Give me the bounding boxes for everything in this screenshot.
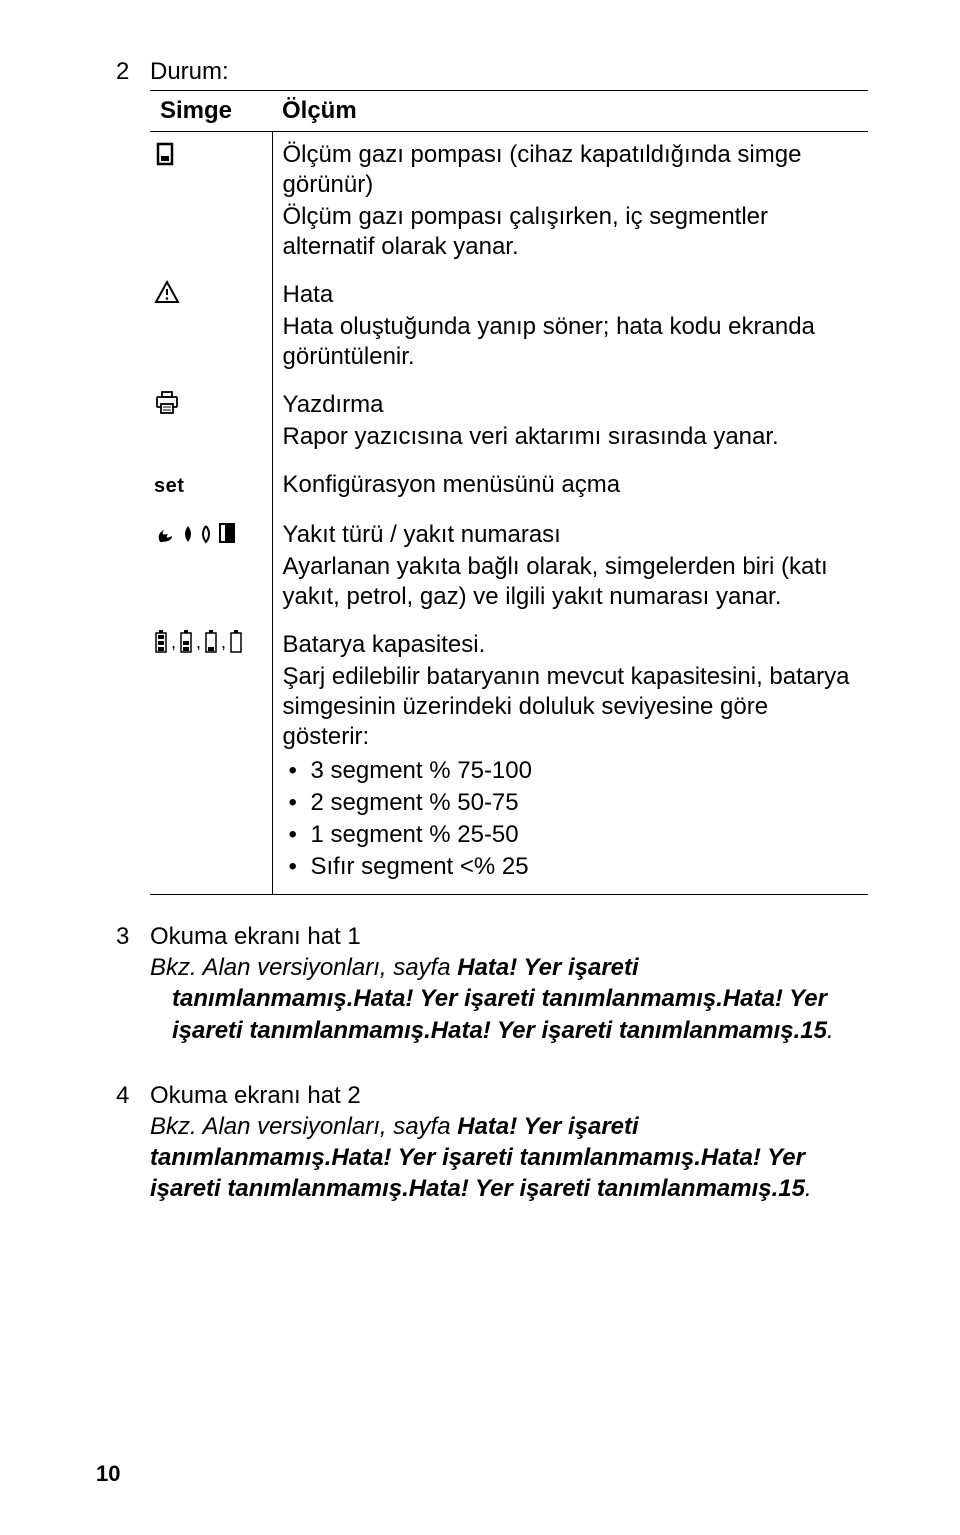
list-item: 2 segment % 50-75 — [283, 788, 859, 818]
battery-description: Batarya kapasitesi. Şarj edilebilir bata… — [272, 622, 868, 895]
error-description: Hata Hata oluştuğunda yanıp söner; hata … — [272, 272, 868, 382]
battery-title: Batarya kapasitesi. — [283, 630, 859, 660]
table-row: Yazdırma Rapor yazıcısına veri aktarımı … — [150, 382, 868, 462]
error-title: Hata — [283, 280, 859, 310]
print-title: Yazdırma — [283, 390, 859, 420]
print-description: Yazdırma Rapor yazıcısına veri aktarımı … — [272, 382, 868, 462]
list-item: Sıfır segment <% 25 — [283, 852, 859, 882]
set-icon: set — [150, 462, 272, 512]
section-number: 4 — [116, 1080, 150, 1111]
pump-title: Ölçüm gazı pompası (cihaz kapatıldığında… — [283, 140, 859, 200]
table-row: , , , Batarya kapasitesi. Şarj edilebili… — [150, 622, 868, 895]
list-item: 1 segment % 25-50 — [283, 820, 859, 850]
col-header-olcum: Ölçüm — [272, 91, 868, 132]
print-sub: Rapor yazıcısına veri aktarımı sırasında… — [283, 422, 859, 452]
table-header-row: Simge Ölçüm — [150, 91, 868, 132]
page-number: 10 — [96, 1461, 120, 1487]
section-header: 2 Durum: — [116, 58, 868, 86]
section-4-block: 4 Okuma ekranı hat 2 Bkz. Alan versiyonl… — [116, 1080, 868, 1205]
error-sub: Hata oluştuğunda yanıp söner; hata kodu … — [283, 312, 859, 372]
col-header-simge: Simge — [150, 91, 272, 132]
table-row: set Konfigürasyon menüsünü açma — [150, 462, 868, 512]
battery-sub: Şarj edilebilir bataryanın mevcut kapasi… — [283, 662, 859, 752]
config-description: Konfigürasyon menüsünü açma — [272, 462, 868, 512]
section-title: Durum: — [150, 58, 229, 86]
table-row: Ölçüm gazı pompası (cihaz kapatıldığında… — [150, 132, 868, 273]
warning-icon — [150, 272, 272, 382]
table-row: Hata Hata oluştuğunda yanıp söner; hata … — [150, 272, 868, 382]
section-title: Okuma ekranı hat 1 — [150, 921, 361, 952]
section-number: 2 — [116, 58, 150, 86]
battery-levels-list: 3 segment % 75-100 2 segment % 50-75 1 s… — [283, 756, 859, 882]
section-number: 3 — [116, 921, 150, 952]
pump-sub: Ölçüm gazı pompası çalışırken, iç segmen… — [283, 202, 859, 262]
list-item: 3 segment % 75-100 — [283, 756, 859, 786]
reference-text: Bkz. Alan versiyonları, sayfa Hata! Yer … — [150, 952, 868, 1046]
fuel-description: Yakıt türü / yakıt numarası Ayarlanan ya… — [272, 512, 868, 622]
pump-icon — [150, 132, 272, 273]
reference-text: Bkz. Alan versiyonları, sayfa Hata! Yer … — [150, 1111, 868, 1205]
fuel-icons — [150, 512, 272, 622]
fuel-sub: Ayarlanan yakıta bağlı olarak, simgelerd… — [283, 552, 859, 612]
symbols-table: Simge Ölçüm Ölçüm gazı pompası (cihaz ka… — [150, 90, 868, 895]
printer-icon — [150, 382, 272, 462]
section-3-block: 3 Okuma ekranı hat 1 Bkz. Alan versiyonl… — [116, 921, 868, 1046]
pump-description: Ölçüm gazı pompası (cihaz kapatıldığında… — [272, 132, 868, 273]
config-title: Konfigürasyon menüsünü açma — [283, 470, 859, 500]
battery-icons: , , , — [150, 622, 272, 895]
fuel-title: Yakıt türü / yakıt numarası — [283, 520, 859, 550]
table-row: Yakıt türü / yakıt numarası Ayarlanan ya… — [150, 512, 868, 622]
section-title: Okuma ekranı hat 2 — [150, 1080, 361, 1111]
